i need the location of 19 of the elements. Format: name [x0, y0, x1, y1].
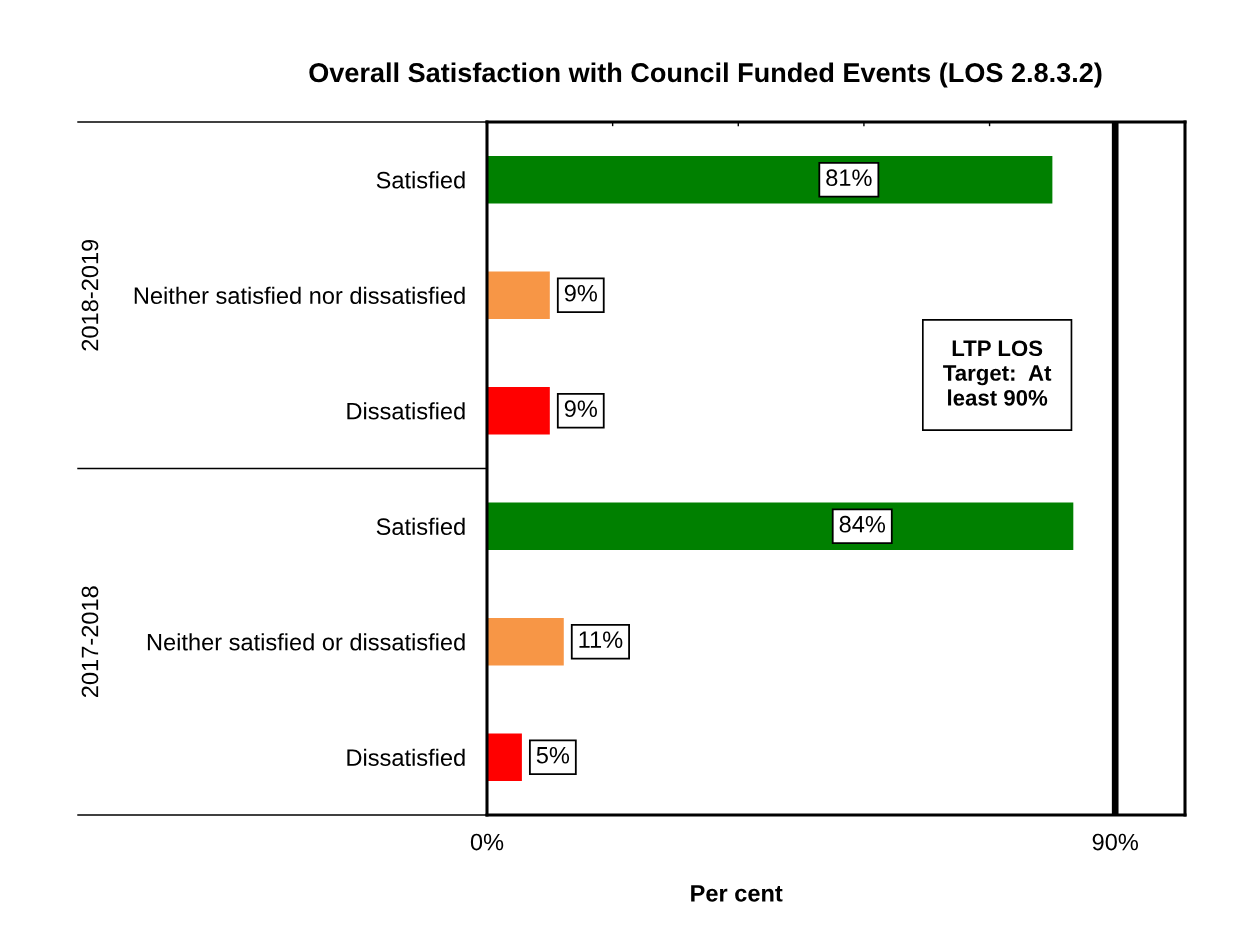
x-axis-title: Per cent: [691, 885, 783, 902]
y-tick-label: Neither satisfied or dissatisfied: [147, 633, 465, 651]
data-label: 11%: [579, 631, 623, 648]
data-label: 84%: [839, 515, 886, 533]
y-tick-label: Neither satisfied nor dissatisfied: [134, 286, 465, 305]
data-label: 9%: [564, 284, 597, 302]
data-label: 9%: [564, 400, 597, 418]
y-tick-label: Dissatisfied: [347, 402, 465, 420]
x-tick-label: 90%: [1092, 833, 1138, 851]
text: 2018-2019: [81, 239, 99, 351]
y-tick-label: Satisfied: [376, 171, 465, 189]
data-label: 81%: [826, 169, 872, 187]
x-tick-label: 0%: [470, 833, 504, 851]
chart-title: Overall Satisfaction with Council Funded Events (LOS 2.8.3.2): [309, 62, 1102, 88]
ref-line-label: LTP LOS Target: At least 90%: [943, 340, 1052, 406]
y-tick-label: Dissatisfied: [347, 748, 465, 767]
data-label: 5%: [536, 746, 570, 764]
text: 2017-2018: [81, 586, 99, 698]
y-tick-label: Satisfied: [376, 517, 465, 536]
